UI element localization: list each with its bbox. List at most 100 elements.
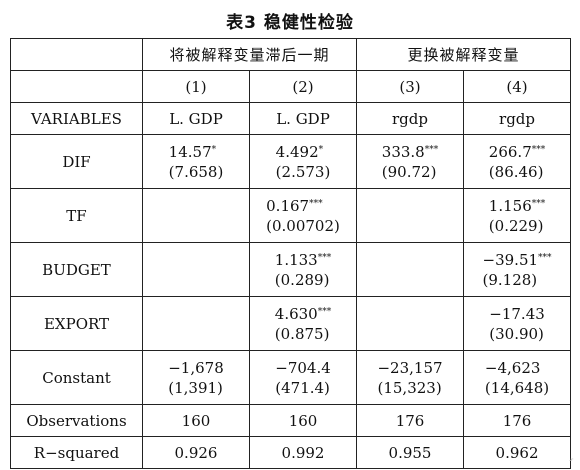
coefficient-line: 4.630***: [275, 304, 331, 324]
regression-table: 将被解释变量滞后一期 更换被解释变量 (1) (2) (3) (4) VARIA…: [10, 38, 572, 469]
estimate-cell: [356, 188, 465, 243]
column-number-row: (1) (2) (3) (4): [10, 70, 572, 103]
stat-value: 0.962: [463, 436, 572, 469]
estimate-stack: 14.57* (7.658): [169, 142, 224, 182]
coefficient-value: −17.43: [489, 304, 545, 323]
coefficient-row-dif: DIF 14.57* (7.658) 4.492* (2.573) 333.8*** (90…: [10, 134, 572, 189]
stat-value: 0.926: [142, 436, 250, 469]
stat-name: Observations: [10, 404, 143, 437]
coefficient-line: 1.156***: [489, 196, 545, 216]
coefficient-line: 266.7***: [489, 142, 545, 162]
coefficient-value: 333.8: [381, 142, 425, 161]
coefficient-value: 4.492: [275, 142, 319, 161]
significance-stars: ***: [317, 306, 332, 317]
significance-stars: ***: [531, 144, 546, 155]
estimate-cell: 266.7*** (86.46): [463, 134, 572, 189]
variables-label: VARIABLES: [10, 102, 143, 135]
stat-row-r-squared: R−squared 0.926 0.992 0.955 0.962: [10, 436, 572, 469]
standard-error: (15,323): [377, 378, 442, 397]
estimate-stack: 266.7*** (86.46): [489, 142, 545, 182]
significance-stars: ***: [531, 198, 546, 209]
coefficient-value: 14.57: [168, 142, 212, 161]
standard-error: (7.658): [168, 162, 224, 181]
coefficient-line: −39.51***: [483, 250, 552, 270]
standard-error: (1,391): [168, 378, 223, 397]
estimate-stack: 4.492* (2.573): [276, 142, 331, 182]
coefficient-value: 1.156: [488, 196, 532, 215]
variable-name: Constant: [10, 350, 143, 405]
coefficient-line: 0.167***: [266, 196, 340, 216]
standard-error: (0.00702): [266, 216, 340, 235]
estimate-cell: 0.167*** (0.00702): [248, 188, 358, 243]
stat-value: 176: [356, 404, 465, 437]
stat-name: R−squared: [10, 436, 143, 469]
estimate-cell: 14.57* (7.658): [142, 134, 250, 189]
stat-value: 160: [248, 404, 358, 437]
coefficient-row-constant: Constant −1,678 (1,391) −704.4 (471.4) −23,15…: [10, 350, 572, 405]
standard-error: (0.289): [274, 270, 330, 289]
estimate-cell: 1.156*** (0.229): [463, 188, 572, 243]
coefficient-value: 266.7: [488, 142, 532, 161]
standard-error: (471.4): [275, 378, 330, 397]
stat-value: 0.992: [248, 436, 358, 469]
standard-error: (14,648): [484, 378, 550, 397]
estimate-cell: [356, 242, 465, 297]
column-number: (1): [142, 70, 250, 103]
estimate-cell: −1,678 (1,391): [142, 350, 250, 405]
estimate-cell: [356, 296, 465, 351]
empty-corner-cell: [10, 70, 143, 103]
estimate-cell: −4,623 (14,648): [463, 350, 572, 405]
standard-error: (9.128): [482, 270, 538, 289]
coefficient-line: 14.57*: [169, 142, 224, 162]
dependent-variable-cell: L. GDP: [142, 102, 250, 135]
coefficient-value: −4,623: [484, 358, 541, 377]
coefficient-line: −4,623: [485, 358, 549, 378]
dependent-variable-cell: rgdp: [463, 102, 572, 135]
significance-stars: ***: [424, 144, 439, 155]
coefficient-value: 0.167: [266, 196, 310, 215]
group-header-replaced: 更换被解释变量: [356, 38, 572, 71]
coefficient-row-budget: BUDGET 1.133*** (0.289) −39.51*** (9.128): [10, 242, 572, 297]
estimate-stack: −17.43 (30.90): [489, 304, 545, 344]
column-number: (2): [248, 70, 358, 103]
estimate-stack: −39.51*** (9.128): [483, 250, 552, 290]
estimate-cell: −17.43 (30.90): [463, 296, 572, 351]
standard-error: (0.229): [488, 216, 544, 235]
estimate-cell: 333.8*** (90.72): [356, 134, 465, 189]
standard-error: (90.72): [381, 162, 437, 181]
coefficient-line: −704.4: [275, 358, 331, 378]
estimate-cell: 1.133*** (0.289): [248, 242, 358, 297]
variable-name: TF: [10, 188, 143, 243]
variable-name: DIF: [10, 134, 143, 189]
coefficient-line: −1,678: [168, 358, 224, 378]
variables-row: VARIABLES L. GDP L. GDP rgdp rgdp: [10, 102, 572, 135]
estimate-stack: 0.167*** (0.00702): [266, 196, 340, 236]
coefficient-line: 4.492*: [276, 142, 331, 162]
coefficient-value: 1.133: [274, 250, 318, 269]
estimate-cell: −23,157 (15,323): [356, 350, 465, 405]
estimate-cell: 4.630*** (0.875): [248, 296, 358, 351]
dependent-variable-cell: L. GDP: [248, 102, 358, 135]
standard-error: (2.573): [275, 162, 331, 181]
standard-error: (86.46): [488, 162, 544, 181]
column-number: (3): [356, 70, 465, 103]
coefficient-line: −17.43: [489, 304, 545, 324]
stat-row-observations: Observations 160 160 176 176: [10, 404, 572, 437]
variable-name: BUDGET: [10, 242, 143, 297]
estimate-cell: [142, 296, 250, 351]
estimate-stack: 4.630*** (0.875): [275, 304, 331, 344]
estimate-cell: [142, 242, 250, 297]
group-header-lagged: 将被解释变量滞后一期: [141, 38, 358, 71]
estimate-stack: 333.8*** (90.72): [382, 142, 438, 182]
empty-corner-cell: [10, 38, 143, 71]
coefficient-row-export: EXPORT 4.630*** (0.875) −17.43 (30.90): [10, 296, 572, 351]
estimate-stack: −23,157 (15,323): [377, 358, 442, 398]
coefficient-row-tf: TF 0.167*** (0.00702) 1.156*** (0.229): [10, 188, 572, 243]
significance-stars: ***: [309, 198, 323, 209]
estimate-stack: −1,678 (1,391): [168, 358, 224, 398]
variable-name: EXPORT: [10, 296, 143, 351]
estimate-cell: [142, 188, 250, 243]
coefficient-value: −1,678: [168, 358, 224, 377]
estimate-stack: −704.4 (471.4): [275, 358, 331, 398]
coefficient-line: 1.133***: [275, 250, 331, 270]
